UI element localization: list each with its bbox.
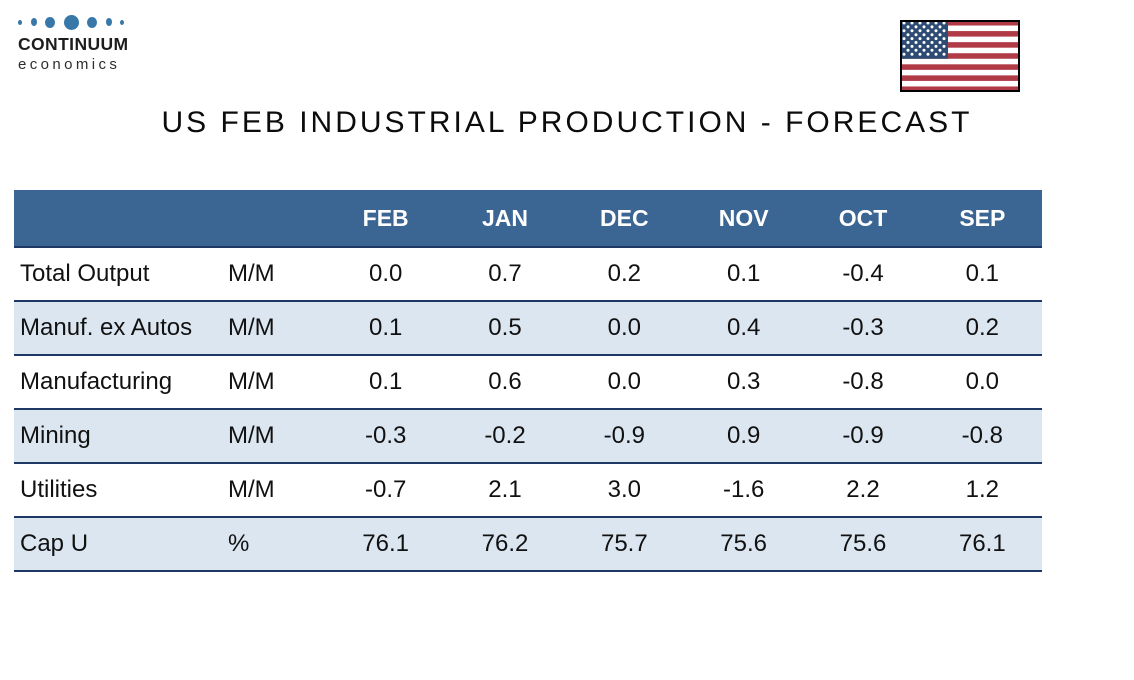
row-label: Manuf. ex Autos: [20, 314, 193, 341]
value-dec: 3.0: [607, 476, 642, 503]
column-header-nov: NOV: [718, 204, 769, 231]
value-feb: 0.1: [368, 368, 403, 395]
logo-subtitle: economics: [18, 56, 121, 73]
value-jan: 76.2: [481, 530, 529, 557]
table-row: Mining M/M -0.3 -0.2 -0.9 0.9 -0.9 -0.8: [14, 410, 1042, 464]
row-unit: M/M: [228, 260, 275, 287]
forecast-table: FEB JAN DEC NOV OCT SEP Total Output M/M 0.0 0.7 0…: [14, 190, 1042, 572]
table-header-row: FEB JAN DEC NOV OCT SEP: [14, 190, 1042, 248]
value-oct: -0.8: [842, 368, 884, 395]
us-flag-icon: [900, 20, 1020, 92]
value-oct: -0.9: [842, 422, 884, 449]
continuum-logo: CONTINUUM economics: [18, 13, 129, 73]
row-unit: M/M: [228, 314, 275, 341]
column-header-sep: SEP: [959, 204, 1006, 231]
value-nov: 0.4: [726, 314, 761, 341]
value-oct: 75.6: [839, 530, 887, 557]
value-nov: 75.6: [720, 530, 768, 557]
table-row: Manufacturing M/M 0.1 0.6 0.0 0.3 -0.8 0.0: [14, 356, 1042, 410]
row-unit: %: [228, 530, 250, 557]
value-jan: 2.1: [488, 476, 522, 503]
row-label: Mining: [20, 422, 91, 449]
value-dec: -0.9: [603, 422, 645, 449]
table-row: Utilities M/M -0.7 2.1 3.0 -1.6 2.2 1.2: [14, 464, 1042, 518]
value-feb: 76.1: [362, 530, 410, 557]
value-oct: -0.3: [842, 314, 884, 341]
row-unit: M/M: [228, 368, 275, 395]
value-jan: 0.7: [488, 260, 522, 287]
value-sep: 76.1: [958, 530, 1006, 557]
logo-dots-icon: [18, 13, 124, 31]
value-jan: -0.2: [484, 422, 526, 449]
value-nov: 0.9: [726, 422, 761, 449]
value-oct: -0.4: [842, 260, 884, 287]
row-unit: M/M: [228, 422, 275, 449]
value-dec: 0.0: [607, 314, 642, 341]
value-sep: 1.2: [965, 476, 1000, 503]
value-sep: 0.1: [965, 260, 1000, 287]
value-jan: 0.6: [488, 368, 522, 395]
value-jan: 0.5: [488, 314, 522, 341]
value-feb: -0.3: [364, 422, 407, 449]
value-oct: 2.2: [846, 476, 880, 503]
row-label: Manufacturing: [20, 368, 173, 395]
value-sep: 0.0: [965, 368, 1000, 395]
column-header-feb: FEB: [362, 204, 409, 231]
column-header-dec: DEC: [600, 204, 649, 231]
value-nov: 0.3: [726, 368, 761, 395]
value-dec: 0.0: [607, 368, 642, 395]
table-row: Cap U% 76.1 76.2 75.7 75.6 75.6 76.1: [14, 518, 1042, 572]
value-sep: -0.8: [961, 422, 1003, 449]
value-sep: 0.2: [965, 314, 1000, 341]
logo-wordmark: CONTINUUM: [18, 34, 129, 54]
row-label: Cap U: [20, 530, 89, 557]
column-header-jan: JAN: [481, 204, 528, 231]
row-label: Total Output: [20, 260, 150, 287]
value-feb: -0.7: [364, 476, 407, 503]
column-header-oct: OCT: [838, 204, 888, 231]
table-row: Total Output M/M 0.0 0.7 0.2 0.1 -0.4 0.1: [14, 248, 1042, 302]
page-title: US FEB INDUSTRIAL PRODUCTION - FORECAST: [161, 106, 973, 139]
value-nov: -1.6: [722, 476, 765, 503]
value-feb: 0.1: [368, 314, 403, 341]
value-nov: 0.1: [726, 260, 761, 287]
row-unit: M/M: [228, 476, 275, 503]
row-label: Utilities: [20, 476, 98, 503]
value-feb: 0.0: [368, 260, 403, 287]
value-dec: 0.2: [607, 260, 642, 287]
value-dec: 75.7: [600, 530, 648, 557]
table-row: Manuf. ex Autos M/M 0.1 0.5 0.0 0.4 -0.3 0.2: [14, 302, 1042, 356]
